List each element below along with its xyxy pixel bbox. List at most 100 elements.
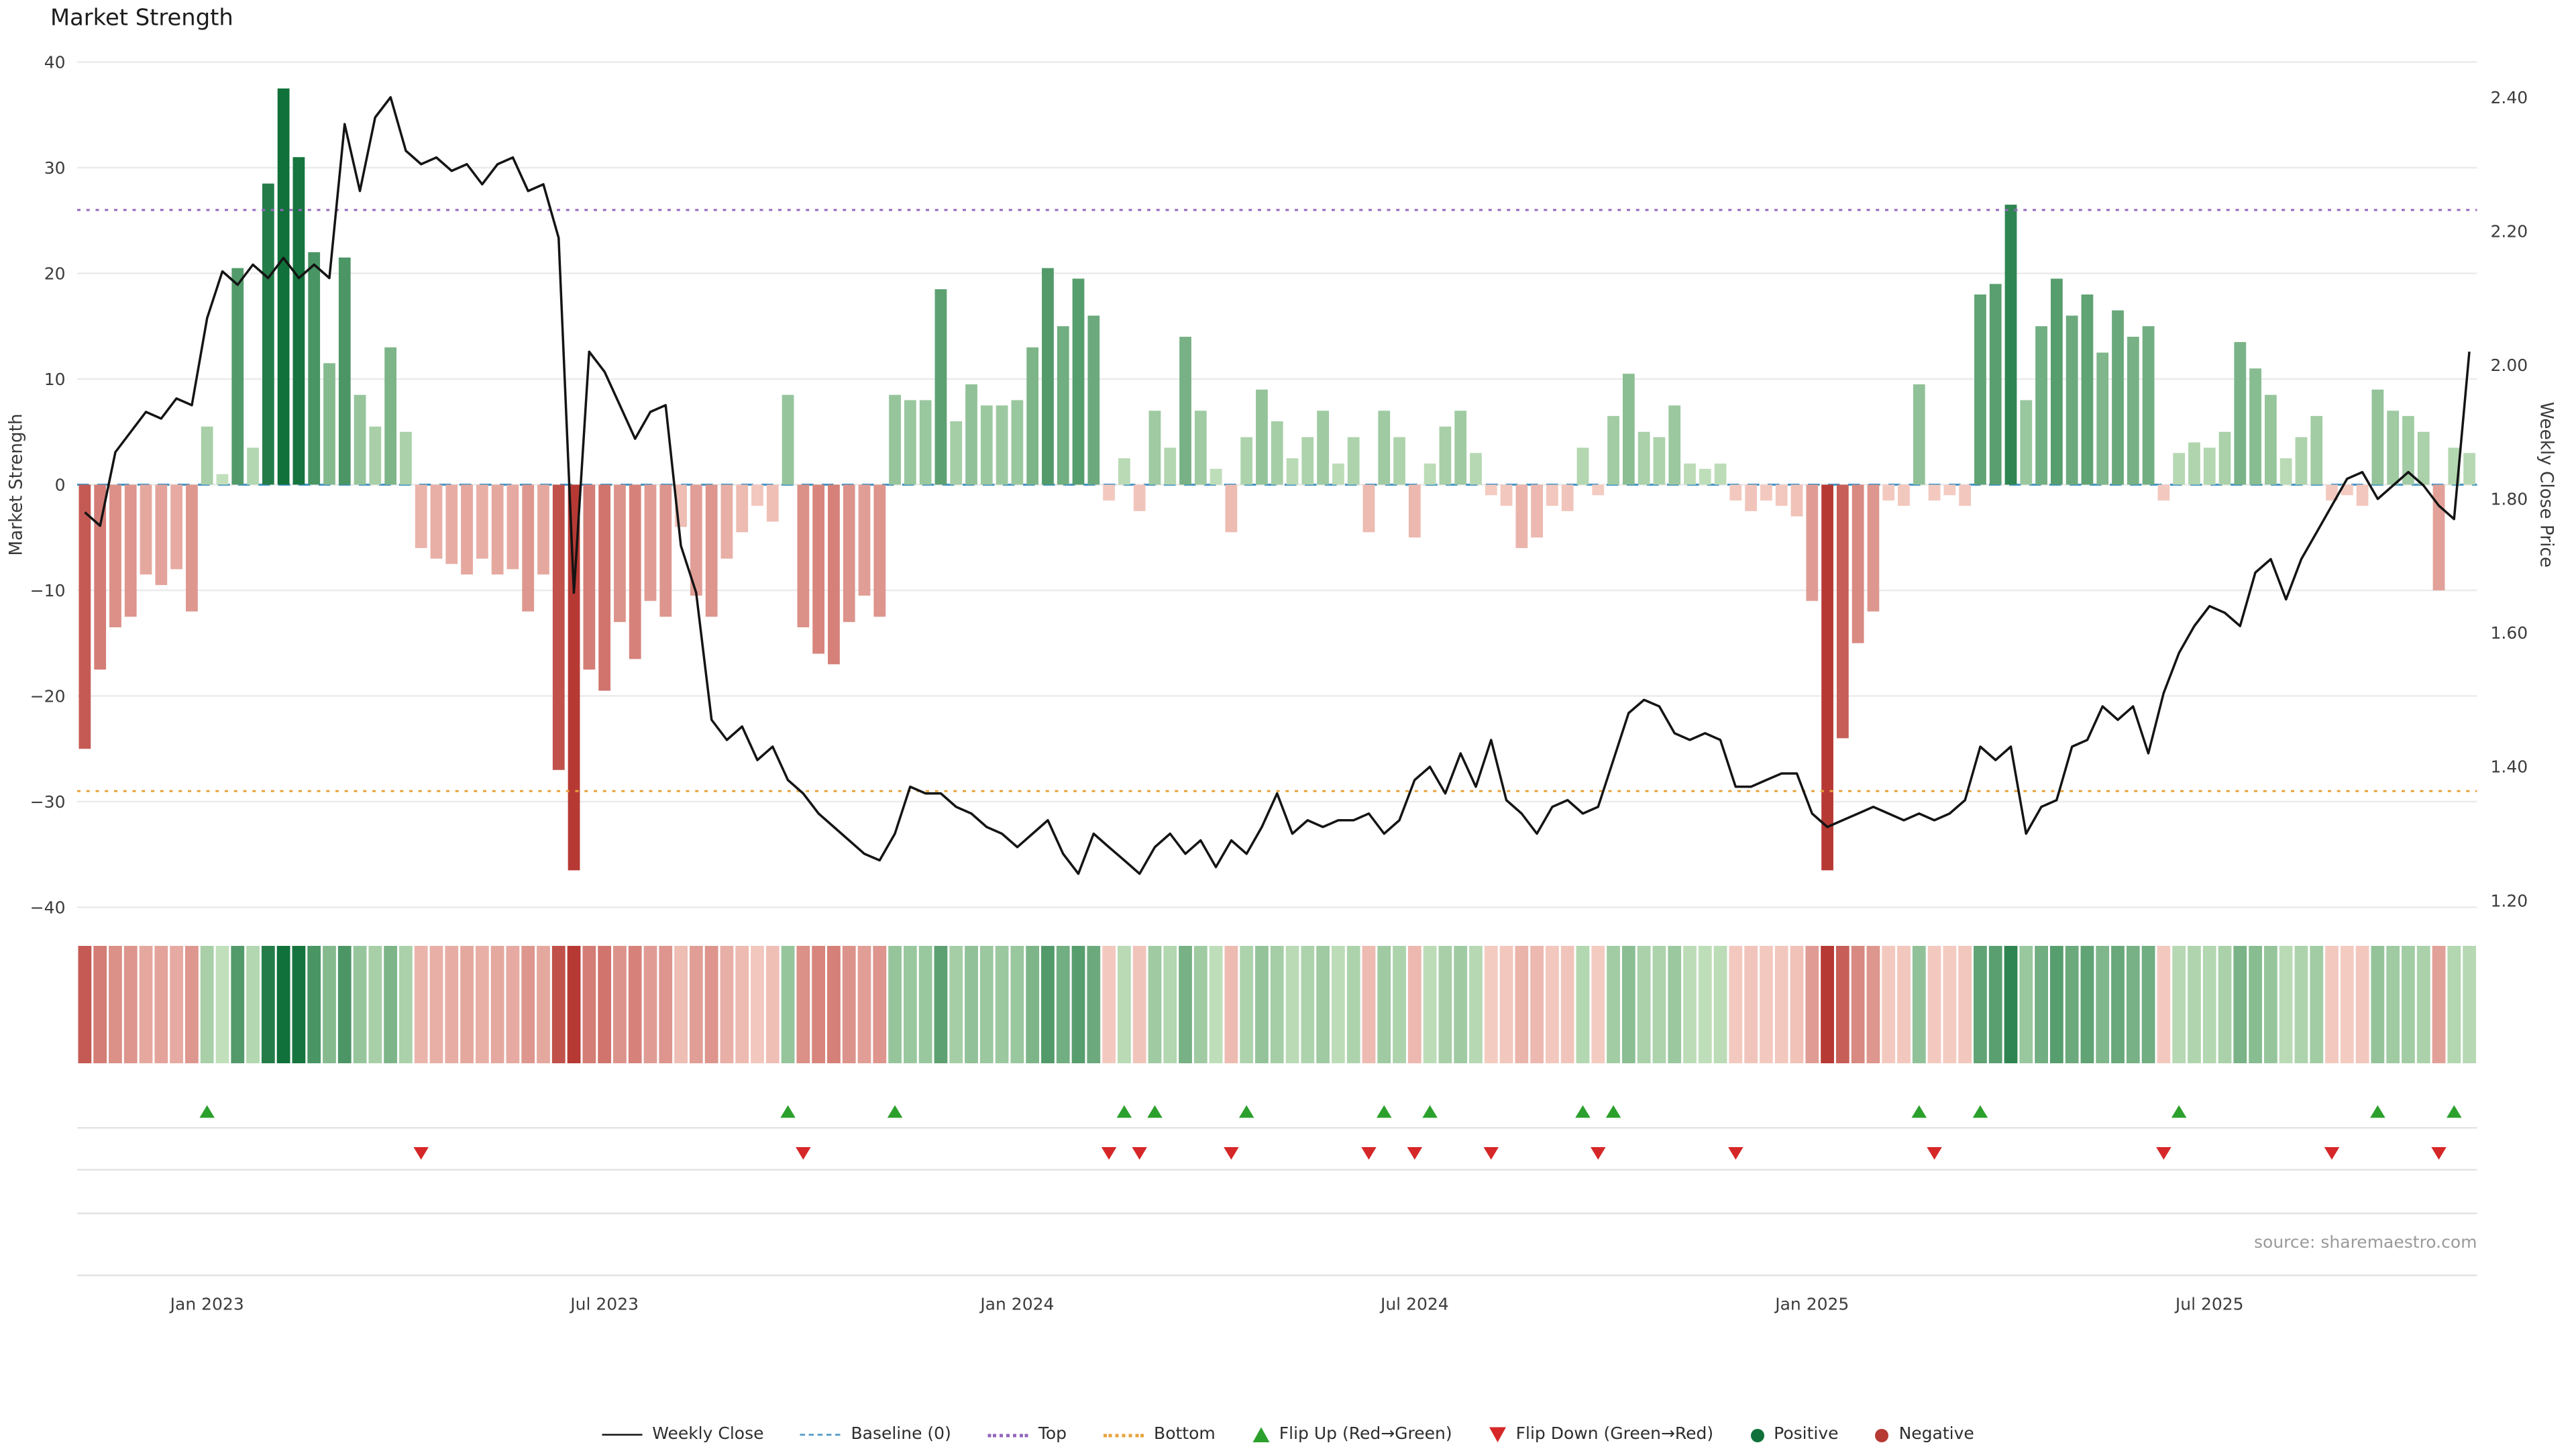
heatmap-cell: [1117, 946, 1131, 1063]
flip-down-marker: [1927, 1147, 1942, 1160]
heatmap-cell: [215, 946, 229, 1063]
heatmap-cell: [1835, 946, 1849, 1063]
strength-bar: [1836, 484, 1849, 739]
heatmap-cell: [2447, 946, 2461, 1063]
strength-bar: [1745, 484, 1758, 511]
legend-item: Baseline (0): [800, 1426, 951, 1444]
strength-bar: [736, 484, 749, 533]
heatmap-cell: [1774, 946, 1788, 1063]
triangle-down-glyph-icon: [1489, 1427, 1506, 1442]
heatmap-cell: [1255, 946, 1269, 1063]
strength-bar: [415, 484, 427, 548]
right-axis-label: Weekly Close Price: [2536, 402, 2556, 568]
flip-up-marker: [1147, 1105, 1163, 1118]
heatmap-cell: [323, 946, 336, 1063]
strength-bar: [1882, 484, 1895, 501]
x-tick-label: Jan 2025: [1774, 1295, 1849, 1314]
heatmap-cell: [689, 946, 703, 1063]
flip-down-marker: [1101, 1147, 1117, 1160]
axis-tick-labels: 40 30 20 10 0 −10 −20 −30 −40 2.40 2.20 2.00 1.80 1.6…: [30, 52, 2528, 1313]
strength-bar: [1286, 458, 1299, 485]
y-tick-label-left: 10: [44, 370, 66, 389]
strength-bar: [1393, 437, 1405, 485]
heatmap-cell: [1102, 946, 1116, 1063]
heatmap-cell: [2157, 946, 2171, 1063]
legend-item: Top: [987, 1426, 1067, 1444]
strength-bar: [828, 484, 840, 665]
line-glyph-icon: [602, 1434, 643, 1436]
strength-bar: [445, 484, 458, 564]
flip-up-marker: [1972, 1105, 1988, 1118]
strength-bar: [1622, 374, 1635, 485]
heatmap-cell: [429, 946, 443, 1063]
heatmap-cell: [995, 946, 1009, 1063]
heatmap-cell: [842, 946, 856, 1063]
heatmap-cell: [903, 946, 917, 1063]
strength-bar: [751, 484, 763, 506]
heatmap-cell: [1790, 946, 1804, 1063]
strength-bar: [1561, 484, 1574, 511]
heatmap-cell: [1591, 946, 1605, 1063]
strength-bar: [766, 484, 779, 522]
heatmap-cell: [2263, 946, 2277, 1063]
legend-item-label: Flip Down (Green→Red): [1515, 1426, 1714, 1444]
strength-bar: [1256, 389, 1268, 485]
strength-bar: [1668, 405, 1681, 485]
heatmap-cell: [1393, 946, 1406, 1063]
flip-down-marker: [796, 1147, 811, 1160]
strength-bar: [170, 484, 182, 570]
legend-item: Flip Up (Red→Green): [1252, 1426, 1452, 1444]
heatmap-cell: [1943, 946, 1957, 1063]
legend-item: Weekly Close: [602, 1426, 763, 1444]
heatmap-cell: [1729, 946, 1743, 1063]
strength-bar: [1760, 484, 1772, 501]
strength-bar: [2295, 437, 2308, 485]
strength-bar: [1576, 447, 1589, 485]
strength-bar: [1867, 484, 1880, 612]
heatmap-cell: [2371, 946, 2385, 1063]
heatmap-cell: [1270, 946, 1284, 1063]
heatmap-cell: [1988, 946, 2002, 1063]
flip-up-marker: [2447, 1105, 2462, 1118]
legend: Weekly Close Baseline (0) Top Bottom Flip Up…: [0, 1426, 2576, 1444]
heatmap-cell: [582, 946, 596, 1063]
strength-bar: [2417, 431, 2430, 485]
flip-up-marker: [1422, 1105, 1438, 1118]
heatmap-cell: [1454, 946, 1468, 1063]
flip-down-marker: [1361, 1147, 1377, 1160]
strength-bar: [889, 394, 901, 485]
strength-bar: [277, 88, 290, 485]
strength-bar: [1301, 437, 1314, 485]
flip-up-marker: [1575, 1105, 1591, 1118]
heatmap-cell: [674, 946, 688, 1063]
heatmap-cell: [1301, 946, 1315, 1063]
strength-bar: [1928, 484, 1941, 501]
strength-bar: [78, 484, 91, 749]
strength-bar: [491, 484, 504, 575]
heatmap-cell: [1316, 946, 1330, 1063]
heatmap-cell: [2019, 946, 2033, 1063]
heatmap-cell: [1912, 946, 1926, 1063]
heatmap-cell: [2416, 946, 2430, 1063]
strength-bar: [2279, 458, 2292, 485]
heatmap-cell: [2049, 946, 2063, 1063]
heatmap-cell: [812, 946, 826, 1063]
heatmap-cell: [979, 946, 994, 1063]
y-tick-label-right: 2.00: [2491, 356, 2528, 375]
heatmap-cell: [109, 946, 122, 1063]
strength-bar: [2142, 326, 2155, 485]
heatmap-cell: [1530, 946, 1544, 1063]
source-credit: source: sharemaestro.com: [2254, 1234, 2477, 1253]
x-tick-label: Jul 2025: [2174, 1295, 2244, 1314]
heatmap-cell: [1469, 946, 1483, 1063]
dot-glyph-icon: [1750, 1428, 1764, 1442]
heatmap-cell: [1866, 946, 1880, 1063]
heatmap-cell: [1974, 946, 1987, 1063]
heatmap-cell: [1484, 946, 1498, 1063]
heatmap-cell: [231, 946, 245, 1063]
heatmap-cell: [521, 946, 535, 1063]
heatmap-cell: [1179, 946, 1192, 1063]
flip-up-marker: [780, 1105, 796, 1118]
heatmap-cell: [1515, 946, 1529, 1063]
strength-bar: [1653, 437, 1666, 485]
